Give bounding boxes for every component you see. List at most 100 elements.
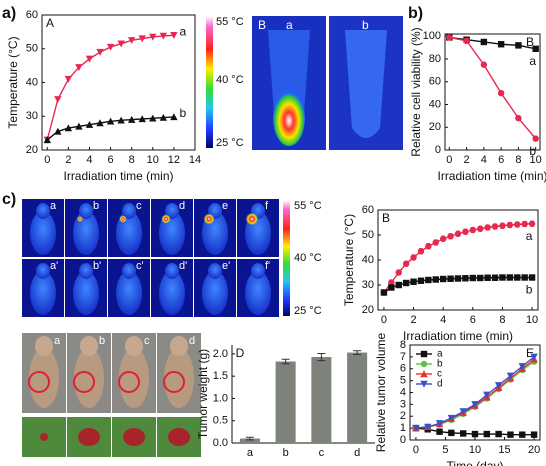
marker — [425, 243, 432, 250]
colorbar-label: 55 °C — [294, 200, 322, 212]
marker — [75, 64, 83, 72]
mouse-head — [165, 203, 179, 219]
y-tick-label: 0.0 — [213, 437, 228, 449]
error-bar — [245, 436, 254, 441]
image-label: b' — [93, 260, 101, 272]
tumor-circle — [163, 371, 185, 393]
marker — [127, 115, 136, 123]
x-tick-label: 2 — [464, 154, 470, 166]
x-tick-label: d — [354, 447, 360, 459]
y-tick-label: 8 — [400, 339, 406, 351]
colorbar — [283, 200, 290, 316]
y-tick-label: 5 — [400, 375, 406, 387]
image-label: d' — [179, 260, 187, 272]
marker — [506, 221, 514, 229]
colorbar-label: 55 °C — [216, 16, 244, 28]
mouse — [74, 348, 104, 408]
x-tick-label: 0 — [44, 154, 50, 166]
hot-spot — [203, 213, 215, 225]
tumor-circle — [28, 371, 50, 393]
hot-spot — [119, 215, 127, 223]
marker — [480, 61, 488, 68]
mouse — [164, 348, 194, 408]
mouse-head — [125, 336, 143, 356]
y-tick-label: 80 — [429, 53, 441, 65]
marker — [395, 281, 402, 289]
series-label: b — [180, 106, 187, 120]
hot-spot — [77, 216, 83, 222]
marker — [85, 120, 94, 128]
mouse-head — [122, 203, 136, 219]
marker — [420, 350, 428, 358]
y-tick-label: 2.0 — [213, 348, 228, 360]
x-axis-label: Irradiation time (min) — [403, 329, 513, 343]
y-tick-label: 1 — [400, 422, 406, 434]
y-tick-label: 60 — [429, 76, 441, 88]
marker — [170, 113, 178, 121]
marker — [507, 431, 514, 438]
tumor — [78, 428, 100, 446]
marker — [420, 360, 428, 368]
marker — [514, 221, 521, 228]
mouse-body — [245, 271, 271, 315]
figure-label: c) — [2, 191, 16, 208]
marker — [106, 43, 115, 51]
y-tick-label: 20 — [362, 304, 374, 316]
mouse — [119, 348, 149, 408]
panel-letter: E — [526, 346, 534, 360]
image-label: a — [286, 18, 293, 32]
x-tick-label: 2 — [410, 314, 416, 326]
marker — [432, 276, 439, 283]
marker — [380, 289, 388, 296]
image-label: a — [50, 200, 57, 212]
marker — [447, 414, 456, 422]
y-tick-label: 30 — [362, 279, 374, 291]
x-tick-label: 10 — [469, 444, 481, 456]
series-line — [415, 356, 535, 429]
marker — [521, 220, 528, 228]
marker — [530, 431, 538, 438]
marker — [483, 391, 491, 399]
colorbar — [206, 16, 213, 148]
marker — [514, 274, 521, 281]
y-axis-label: Temperature (°C) — [6, 36, 20, 128]
series-label: a — [180, 24, 187, 38]
x-tick-label: 10 — [147, 154, 159, 166]
x-tick-label: 2 — [65, 154, 71, 166]
mouse-head — [36, 263, 50, 279]
panel-letter: B — [526, 35, 534, 49]
marker — [117, 116, 125, 124]
marker — [127, 37, 136, 45]
marker — [54, 96, 62, 104]
marker — [170, 32, 178, 39]
marker — [417, 248, 425, 255]
y-axis-label: Temperature (°C) — [342, 214, 356, 306]
panel-letter: D — [236, 346, 245, 360]
y-tick-label: 50 — [26, 43, 38, 55]
marker — [85, 55, 94, 63]
x-tick-label: 4 — [481, 154, 487, 166]
marker — [420, 370, 428, 378]
marker — [484, 274, 491, 281]
marker — [469, 226, 477, 234]
marker — [159, 113, 168, 121]
marker — [497, 41, 505, 48]
mouse-head — [122, 263, 136, 279]
y-tick-label: 3 — [400, 398, 406, 410]
x-tick-label: 20 — [528, 444, 540, 456]
mouse-body — [30, 271, 56, 315]
image-label: e — [222, 200, 228, 212]
mouse-head — [170, 336, 188, 356]
marker — [532, 135, 539, 142]
y-axis-label: Tumor weight (g) — [196, 349, 210, 439]
y-tick-label: 30 — [26, 110, 38, 122]
marker — [528, 220, 536, 227]
y-tick-label: 0 — [400, 434, 406, 446]
marker — [491, 274, 499, 281]
mouse-head — [36, 203, 50, 219]
error-bar — [281, 358, 290, 365]
marker — [402, 279, 410, 287]
marker — [515, 114, 522, 122]
marker — [447, 233, 454, 240]
series-label: a — [529, 54, 536, 68]
